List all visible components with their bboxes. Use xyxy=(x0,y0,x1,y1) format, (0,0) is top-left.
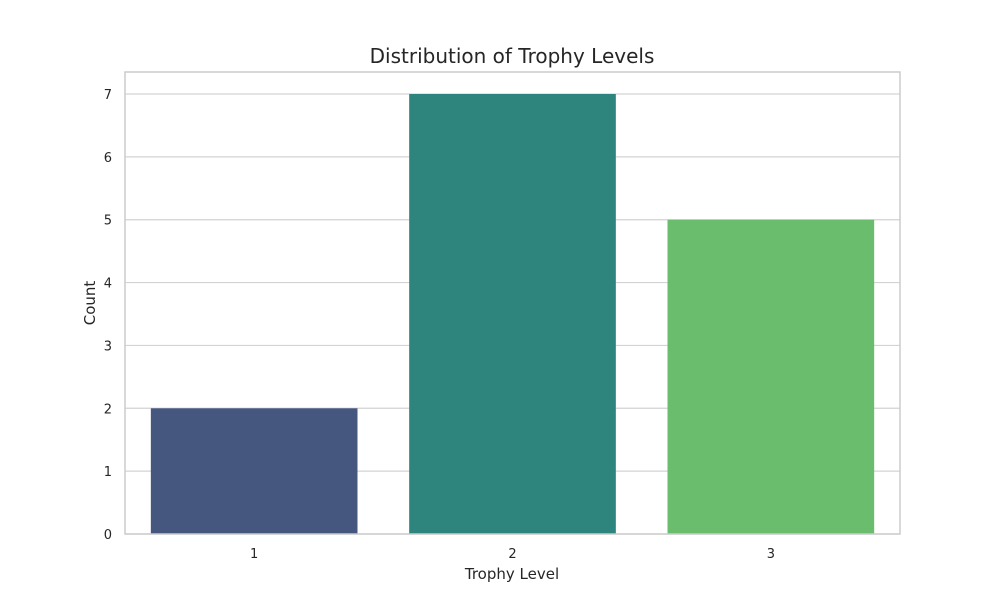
y-tick-label: 5 xyxy=(104,214,112,229)
x-tick-label: 1 xyxy=(250,547,258,562)
chart-title: Distribution of Trophy Levels xyxy=(370,44,655,68)
y-axis-label: Count xyxy=(81,281,99,326)
y-tick-label: 0 xyxy=(104,528,112,543)
plot-frame xyxy=(124,71,901,535)
y-tick-label: 4 xyxy=(104,277,112,292)
x-tick-label: 2 xyxy=(508,547,516,562)
bar-trophy-level-3 xyxy=(667,219,875,534)
y-tick-label: 3 xyxy=(104,339,112,354)
y-tick-labels: 0 1 2 3 4 5 6 7 xyxy=(104,88,112,543)
x-tick-labels: 1 2 3 xyxy=(250,547,775,562)
y-tick-label: 7 xyxy=(104,88,112,103)
bar-layer xyxy=(150,94,875,534)
x-tick-label: 3 xyxy=(767,547,775,562)
bar-trophy-level-2 xyxy=(409,94,616,534)
x-axis-label: Trophy Level xyxy=(464,565,559,583)
y-tick-label: 6 xyxy=(104,151,112,166)
y-tick-label: 2 xyxy=(104,402,112,417)
bar-trophy-level-1 xyxy=(150,408,358,534)
y-tick-label: 1 xyxy=(104,465,112,480)
